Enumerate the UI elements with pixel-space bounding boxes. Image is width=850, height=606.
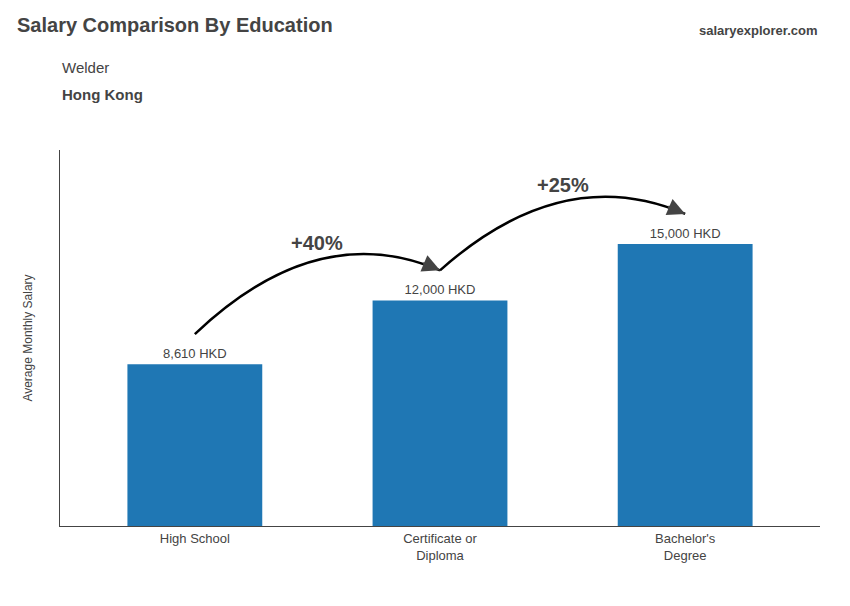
svg-text:High School: High School xyxy=(160,531,230,546)
svg-text:8,610 HKD: 8,610 HKD xyxy=(163,346,227,361)
svg-text:12,000 HKD: 12,000 HKD xyxy=(405,282,476,297)
svg-text:Certificate orDiploma: Certificate orDiploma xyxy=(403,531,477,563)
svg-text:salaryexplorer.com: salaryexplorer.com xyxy=(699,23,818,38)
svg-text:+25%: +25% xyxy=(537,174,589,196)
svg-text:+40%: +40% xyxy=(291,232,343,254)
svg-text:Bachelor'sDegree: Bachelor'sDegree xyxy=(655,531,716,563)
svg-text:Salary Comparison By Education: Salary Comparison By Education xyxy=(17,14,333,36)
svg-text:Hong Kong: Hong Kong xyxy=(62,86,143,103)
svg-text:Average Monthly Salary: Average Monthly Salary xyxy=(21,274,35,401)
svg-text:15,000 HKD: 15,000 HKD xyxy=(650,226,721,241)
svg-text:Welder: Welder xyxy=(62,59,109,76)
